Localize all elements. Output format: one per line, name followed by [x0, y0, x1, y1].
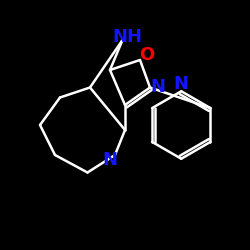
Text: NH: NH — [112, 28, 142, 46]
Text: N: N — [102, 151, 118, 169]
Text: N: N — [150, 78, 165, 96]
Text: O: O — [139, 46, 154, 64]
Text: N: N — [174, 75, 189, 93]
